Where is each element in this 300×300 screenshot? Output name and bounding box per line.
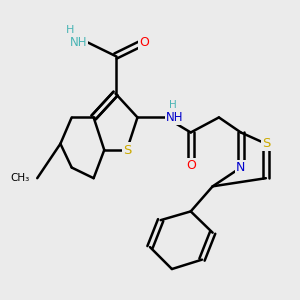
Text: NH: NH [166,111,183,124]
Text: NH: NH [70,36,87,49]
Text: S: S [123,143,131,157]
Text: CH₃: CH₃ [11,173,30,183]
Text: O: O [139,36,149,49]
Text: H: H [169,100,177,110]
Text: H: H [66,25,74,35]
Text: O: O [186,159,196,172]
Text: S: S [262,137,270,150]
Text: N: N [236,161,245,174]
